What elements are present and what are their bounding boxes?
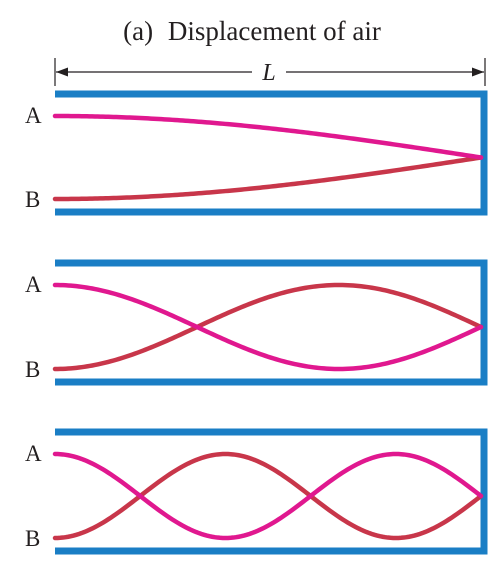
displacement-curve-a: [52, 113, 484, 160]
tube-wall: [55, 259, 488, 386]
end-label-b: B: [25, 357, 40, 382]
tube-panel-fifth-harmonic: AB: [25, 428, 488, 555]
diagram-title: (a) Displacement of air: [123, 16, 381, 46]
displacement-curve-a: [52, 282, 484, 372]
displacement-curve-b: [52, 282, 484, 372]
tube-panel-third-harmonic: AB: [25, 259, 488, 386]
displacement-curve-b: [52, 155, 484, 202]
title-text: Displacement of air: [168, 16, 381, 46]
end-label-a: A: [25, 272, 42, 297]
dimension-arrow-left-icon: [56, 67, 68, 77]
end-label-b: B: [25, 526, 40, 551]
dimension-arrow-right-icon: [472, 67, 484, 77]
length-label: L: [261, 60, 275, 86]
panel-letter: (a): [123, 16, 153, 46]
end-label-a: A: [25, 441, 42, 466]
tube-wall: [55, 90, 488, 216]
end-label-a: A: [25, 103, 42, 128]
displacement-curve-b: [52, 451, 484, 541]
end-label-b: B: [25, 187, 40, 212]
tube-panel-fundamental: AB: [25, 90, 488, 216]
displacement-curve-a: [52, 451, 484, 541]
length-dimension: L: [54, 58, 486, 86]
tube-wall: [55, 428, 488, 555]
